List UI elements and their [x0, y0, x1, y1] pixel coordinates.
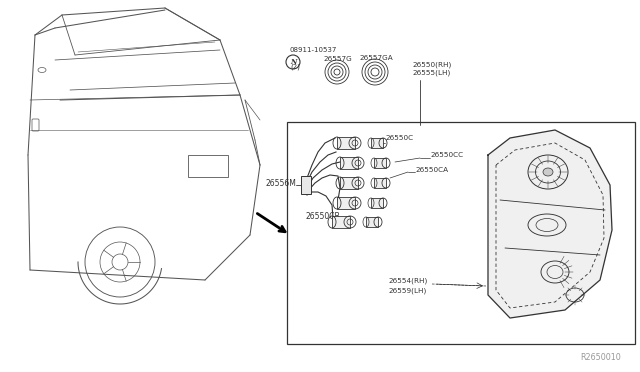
Text: 26557G: 26557G	[323, 56, 352, 62]
FancyBboxPatch shape	[340, 177, 358, 189]
Text: 26550C: 26550C	[385, 135, 413, 141]
FancyBboxPatch shape	[301, 176, 311, 194]
FancyBboxPatch shape	[332, 216, 350, 228]
Polygon shape	[488, 130, 612, 318]
FancyBboxPatch shape	[32, 119, 39, 131]
Text: 26550CA: 26550CA	[415, 167, 448, 173]
FancyBboxPatch shape	[337, 137, 355, 149]
Ellipse shape	[543, 168, 553, 176]
Text: 26555(LH): 26555(LH)	[412, 70, 451, 77]
Text: 26556M: 26556M	[265, 179, 296, 187]
Text: 26559(LH): 26559(LH)	[388, 288, 426, 295]
FancyBboxPatch shape	[340, 157, 358, 169]
Text: (2): (2)	[290, 63, 300, 70]
FancyBboxPatch shape	[188, 155, 228, 177]
FancyBboxPatch shape	[374, 178, 386, 188]
Text: 26550CB: 26550CB	[305, 212, 340, 221]
Text: 26557GA: 26557GA	[359, 55, 393, 61]
Text: N: N	[290, 58, 296, 66]
FancyBboxPatch shape	[374, 158, 386, 168]
FancyBboxPatch shape	[366, 217, 378, 227]
Text: 26550(RH): 26550(RH)	[412, 62, 451, 68]
Text: R2650010: R2650010	[580, 353, 621, 362]
FancyBboxPatch shape	[287, 122, 635, 344]
Text: 08911-10537: 08911-10537	[290, 47, 337, 53]
FancyBboxPatch shape	[371, 198, 383, 208]
Text: 26554(RH): 26554(RH)	[388, 278, 428, 285]
FancyBboxPatch shape	[337, 197, 355, 209]
FancyBboxPatch shape	[371, 138, 383, 148]
Text: 26550CC: 26550CC	[430, 152, 463, 158]
